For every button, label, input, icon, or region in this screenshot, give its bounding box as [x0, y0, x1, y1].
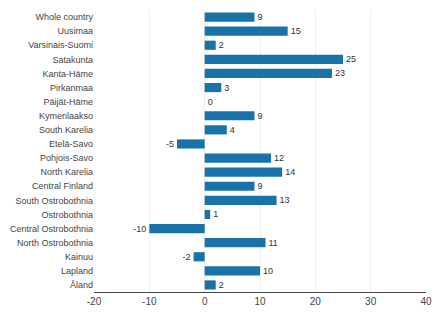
svg-text:North Ostrobothnia: North Ostrobothnia: [17, 238, 93, 248]
svg-text:23: 23: [335, 68, 345, 78]
svg-text:Päijät-Häme: Päijät-Häme: [43, 97, 93, 107]
svg-text:-5: -5: [166, 139, 174, 149]
svg-text:-10: -10: [133, 224, 146, 234]
svg-text:4: 4: [230, 125, 235, 135]
svg-text:-20: -20: [87, 296, 102, 307]
svg-text:0: 0: [202, 296, 208, 307]
svg-text:3: 3: [224, 83, 229, 93]
svg-text:10: 10: [263, 266, 273, 276]
svg-text:9: 9: [257, 111, 262, 121]
svg-text:12: 12: [274, 153, 284, 163]
svg-text:South Karelia: South Karelia: [39, 125, 93, 135]
svg-text:Åland: Åland: [70, 280, 93, 290]
svg-text:1: 1: [213, 209, 218, 219]
svg-text:Ostrobothnia: Ostrobothnia: [41, 210, 93, 220]
svg-text:Central Finland: Central Finland: [32, 181, 93, 191]
svg-text:14: 14: [285, 167, 295, 177]
svg-text:2: 2: [219, 40, 224, 50]
svg-text:Varsinais-Suomi: Varsinais-Suomi: [28, 40, 93, 50]
svg-text:40: 40: [420, 296, 432, 307]
svg-text:9: 9: [257, 181, 262, 191]
svg-text:Kymenlaakso: Kymenlaakso: [39, 111, 93, 121]
svg-text:20: 20: [310, 296, 322, 307]
svg-text:30: 30: [365, 296, 377, 307]
svg-text:10: 10: [254, 296, 266, 307]
svg-text:Pirkanmaa: Pirkanmaa: [50, 83, 93, 93]
svg-text:-2: -2: [183, 252, 191, 262]
svg-text:Central Ostrobothnia: Central Ostrobothnia: [10, 224, 93, 234]
svg-text:Kainuu: Kainuu: [65, 252, 93, 262]
svg-text:-10: -10: [142, 296, 157, 307]
svg-text:25: 25: [346, 54, 356, 64]
svg-text:Satakunta: Satakunta: [52, 55, 93, 65]
svg-text:North Karelia: North Karelia: [40, 167, 93, 177]
svg-text:9: 9: [257, 12, 262, 22]
svg-text:13: 13: [280, 195, 290, 205]
svg-text:South Ostrobothnia: South Ostrobothnia: [15, 196, 93, 206]
svg-text:11: 11: [269, 238, 278, 248]
svg-text:Lapland: Lapland: [61, 266, 93, 276]
svg-text:0: 0: [208, 97, 213, 107]
svg-text:Etelä-Savo: Etelä-Savo: [49, 139, 93, 149]
svg-text:Pohjois-Savo: Pohjois-Savo: [40, 153, 93, 163]
svg-text:Uusimaa: Uusimaa: [57, 26, 93, 36]
svg-text:15: 15: [291, 26, 301, 36]
svg-text:2: 2: [219, 280, 224, 290]
svg-text:Kanta-Häme: Kanta-Häme: [42, 69, 93, 79]
svg-text:Whole country: Whole country: [35, 12, 93, 22]
